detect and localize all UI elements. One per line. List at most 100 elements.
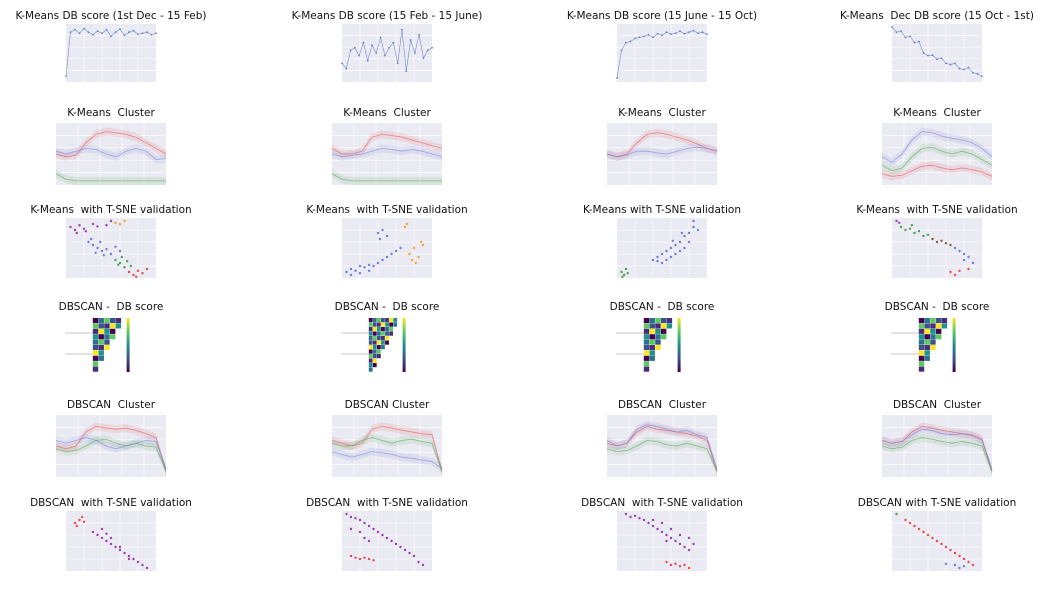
- scatter-point: [687, 536, 691, 540]
- data-point: [643, 35, 645, 38]
- subplot-title: DBSCAN - DB score: [58, 301, 164, 313]
- heatmap-cell: [930, 339, 936, 345]
- data-point: [620, 49, 623, 52]
- subplot-title: DBSCAN - DB score: [884, 301, 990, 313]
- scatter-point: [363, 521, 366, 525]
- subplot-title: K-Means Cluster: [343, 107, 431, 119]
- heatmap-cell: [104, 339, 110, 345]
- scatter-point: [91, 222, 95, 226]
- subplot-tsne: [66, 511, 156, 571]
- scatter-point: [96, 246, 99, 250]
- series-line: [331, 437, 443, 472]
- data-point: [366, 59, 369, 62]
- scatter-point: [665, 249, 668, 253]
- heatmap-cell: [385, 340, 389, 345]
- scatter-point: [656, 255, 659, 259]
- scatter-point: [621, 275, 624, 278]
- heatmap-cell: [104, 334, 110, 340]
- data-point: [92, 33, 94, 36]
- subplot-tsne: [66, 218, 156, 278]
- scatter-point: [642, 518, 646, 522]
- subplot-title: DBSCAN Cluster: [892, 399, 982, 411]
- scatter-point: [411, 258, 414, 262]
- scatter-point: [390, 252, 393, 256]
- scatter-point: [105, 532, 108, 535]
- series-band: [607, 143, 717, 161]
- scatter-point: [345, 512, 348, 516]
- series-line: [55, 173, 166, 182]
- heatmap-cell: [372, 340, 377, 345]
- subplot-title: DBSCAN with T-SNE validation: [857, 497, 1017, 509]
- series-line: [881, 146, 993, 172]
- data-point: [155, 32, 157, 35]
- scatter-point: [372, 559, 375, 562]
- scatter-point: [354, 269, 357, 272]
- series-line: [881, 131, 993, 163]
- scatter-point: [390, 539, 393, 543]
- heatmap-cell: [92, 366, 99, 372]
- scatter-point: [73, 521, 77, 525]
- heatmap-cell: [376, 340, 381, 345]
- heatmap-cell: [109, 323, 116, 329]
- data-point: [137, 33, 139, 36]
- heatmap-cell: [376, 354, 381, 359]
- data-point: [629, 40, 632, 43]
- heatmap-cell: [368, 327, 373, 332]
- data-point: [119, 28, 121, 30]
- subplot-bg: [617, 218, 707, 278]
- scatter-point: [109, 219, 113, 223]
- scatter-point: [117, 263, 120, 266]
- scatter-point: [132, 557, 135, 561]
- subplot-title: K-Means Cluster: [67, 107, 155, 119]
- scatter-point: [687, 548, 691, 552]
- data-point: [688, 31, 690, 34]
- series-band: [332, 130, 442, 158]
- heatmap-cell: [372, 358, 377, 363]
- heatmap-cell: [643, 350, 650, 356]
- scatter-point: [99, 240, 102, 244]
- data-point: [625, 41, 627, 44]
- heatmap-cell: [924, 334, 930, 340]
- scatter-point: [118, 545, 122, 549]
- scatter-point: [123, 266, 126, 269]
- data-point: [706, 33, 708, 36]
- heatmap-cell: [918, 355, 925, 361]
- heatmap-cell: [92, 323, 99, 329]
- scatter-point: [935, 539, 939, 543]
- scatter-point: [87, 240, 90, 244]
- data-point: [413, 52, 416, 54]
- scatter-point: [91, 530, 95, 534]
- heatmap-cell: [655, 334, 661, 340]
- scatter-point: [376, 530, 380, 534]
- scatter-point: [671, 239, 674, 242]
- data-point: [128, 31, 130, 34]
- scatter-point: [118, 261, 122, 265]
- data-point: [141, 32, 144, 35]
- heatmap-cell: [372, 318, 377, 323]
- scatter-point: [651, 524, 655, 528]
- subplot-title: K-Means with T-SNE validation: [30, 204, 192, 216]
- heatmap-cell: [385, 318, 389, 323]
- series-band: [882, 161, 992, 181]
- heatmap-cell: [924, 323, 930, 329]
- scatter-point: [129, 264, 132, 268]
- scatter-point: [141, 563, 144, 567]
- scatter-point: [118, 249, 122, 253]
- scatter-point: [358, 557, 362, 561]
- data-point: [409, 39, 412, 41]
- scatter-point: [904, 228, 907, 232]
- scatter-point: [678, 249, 682, 253]
- scatter-point: [935, 240, 939, 244]
- scatter-point: [84, 230, 87, 233]
- data-point: [949, 63, 952, 66]
- scatter-point: [349, 554, 353, 558]
- heatmap-cell: [376, 349, 381, 354]
- subplot-bg: [66, 511, 156, 571]
- heatmap-cell: [104, 345, 110, 351]
- heatmap-cell: [389, 318, 394, 323]
- scatter-point: [354, 556, 357, 559]
- subplot-cluster_line: [881, 123, 993, 185]
- heatmap-cell: [924, 328, 930, 334]
- series-line: [55, 425, 167, 472]
- data-point: [697, 32, 699, 35]
